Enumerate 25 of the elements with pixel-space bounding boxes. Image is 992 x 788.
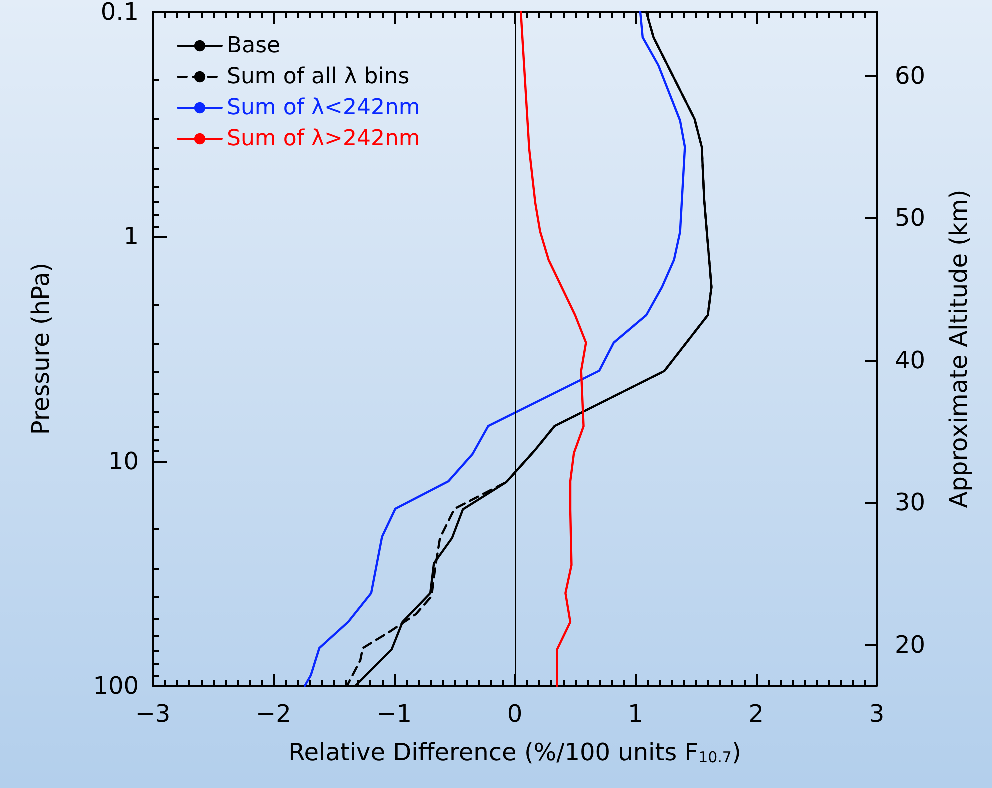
line-series <box>520 10 588 688</box>
y2-tick-label: 60 <box>895 62 926 90</box>
x-tick-label: −1 <box>376 700 412 728</box>
y-axis-title: Pressure (hPa) <box>27 262 55 436</box>
x-axis-title: Relative Difference (%/100 units F10.7) <box>288 738 742 766</box>
legend-label: Sum of λ>242nm <box>227 126 420 152</box>
x-tick-label: 0 <box>507 700 523 728</box>
y2-axis-title: Approximate Altitude (km) <box>945 190 973 508</box>
y2-tick-label: 20 <box>895 630 926 659</box>
x-tick-label: −3 <box>135 700 171 728</box>
y2-tick-label: 50 <box>895 204 926 232</box>
x-tick-label: −2 <box>256 700 292 728</box>
legend-label: Base <box>227 34 281 58</box>
line-series <box>304 10 686 688</box>
x-tick-label: 1 <box>628 700 644 728</box>
legend-label: Sum of all λ bins <box>227 64 410 90</box>
y2-tick-label: 40 <box>895 346 926 374</box>
y-tick-label: 10 <box>108 447 139 476</box>
y-tick-label: 0.1 <box>100 0 139 26</box>
legend-label: Sum of λ<242nm <box>227 96 420 120</box>
x-tick-label: 2 <box>748 700 764 728</box>
y2-tick-label: 30 <box>895 488 926 517</box>
y-tick-label: 1 <box>124 222 139 251</box>
y-tick-label: 100 <box>93 672 139 700</box>
x-tick-label: 3 <box>869 700 885 728</box>
